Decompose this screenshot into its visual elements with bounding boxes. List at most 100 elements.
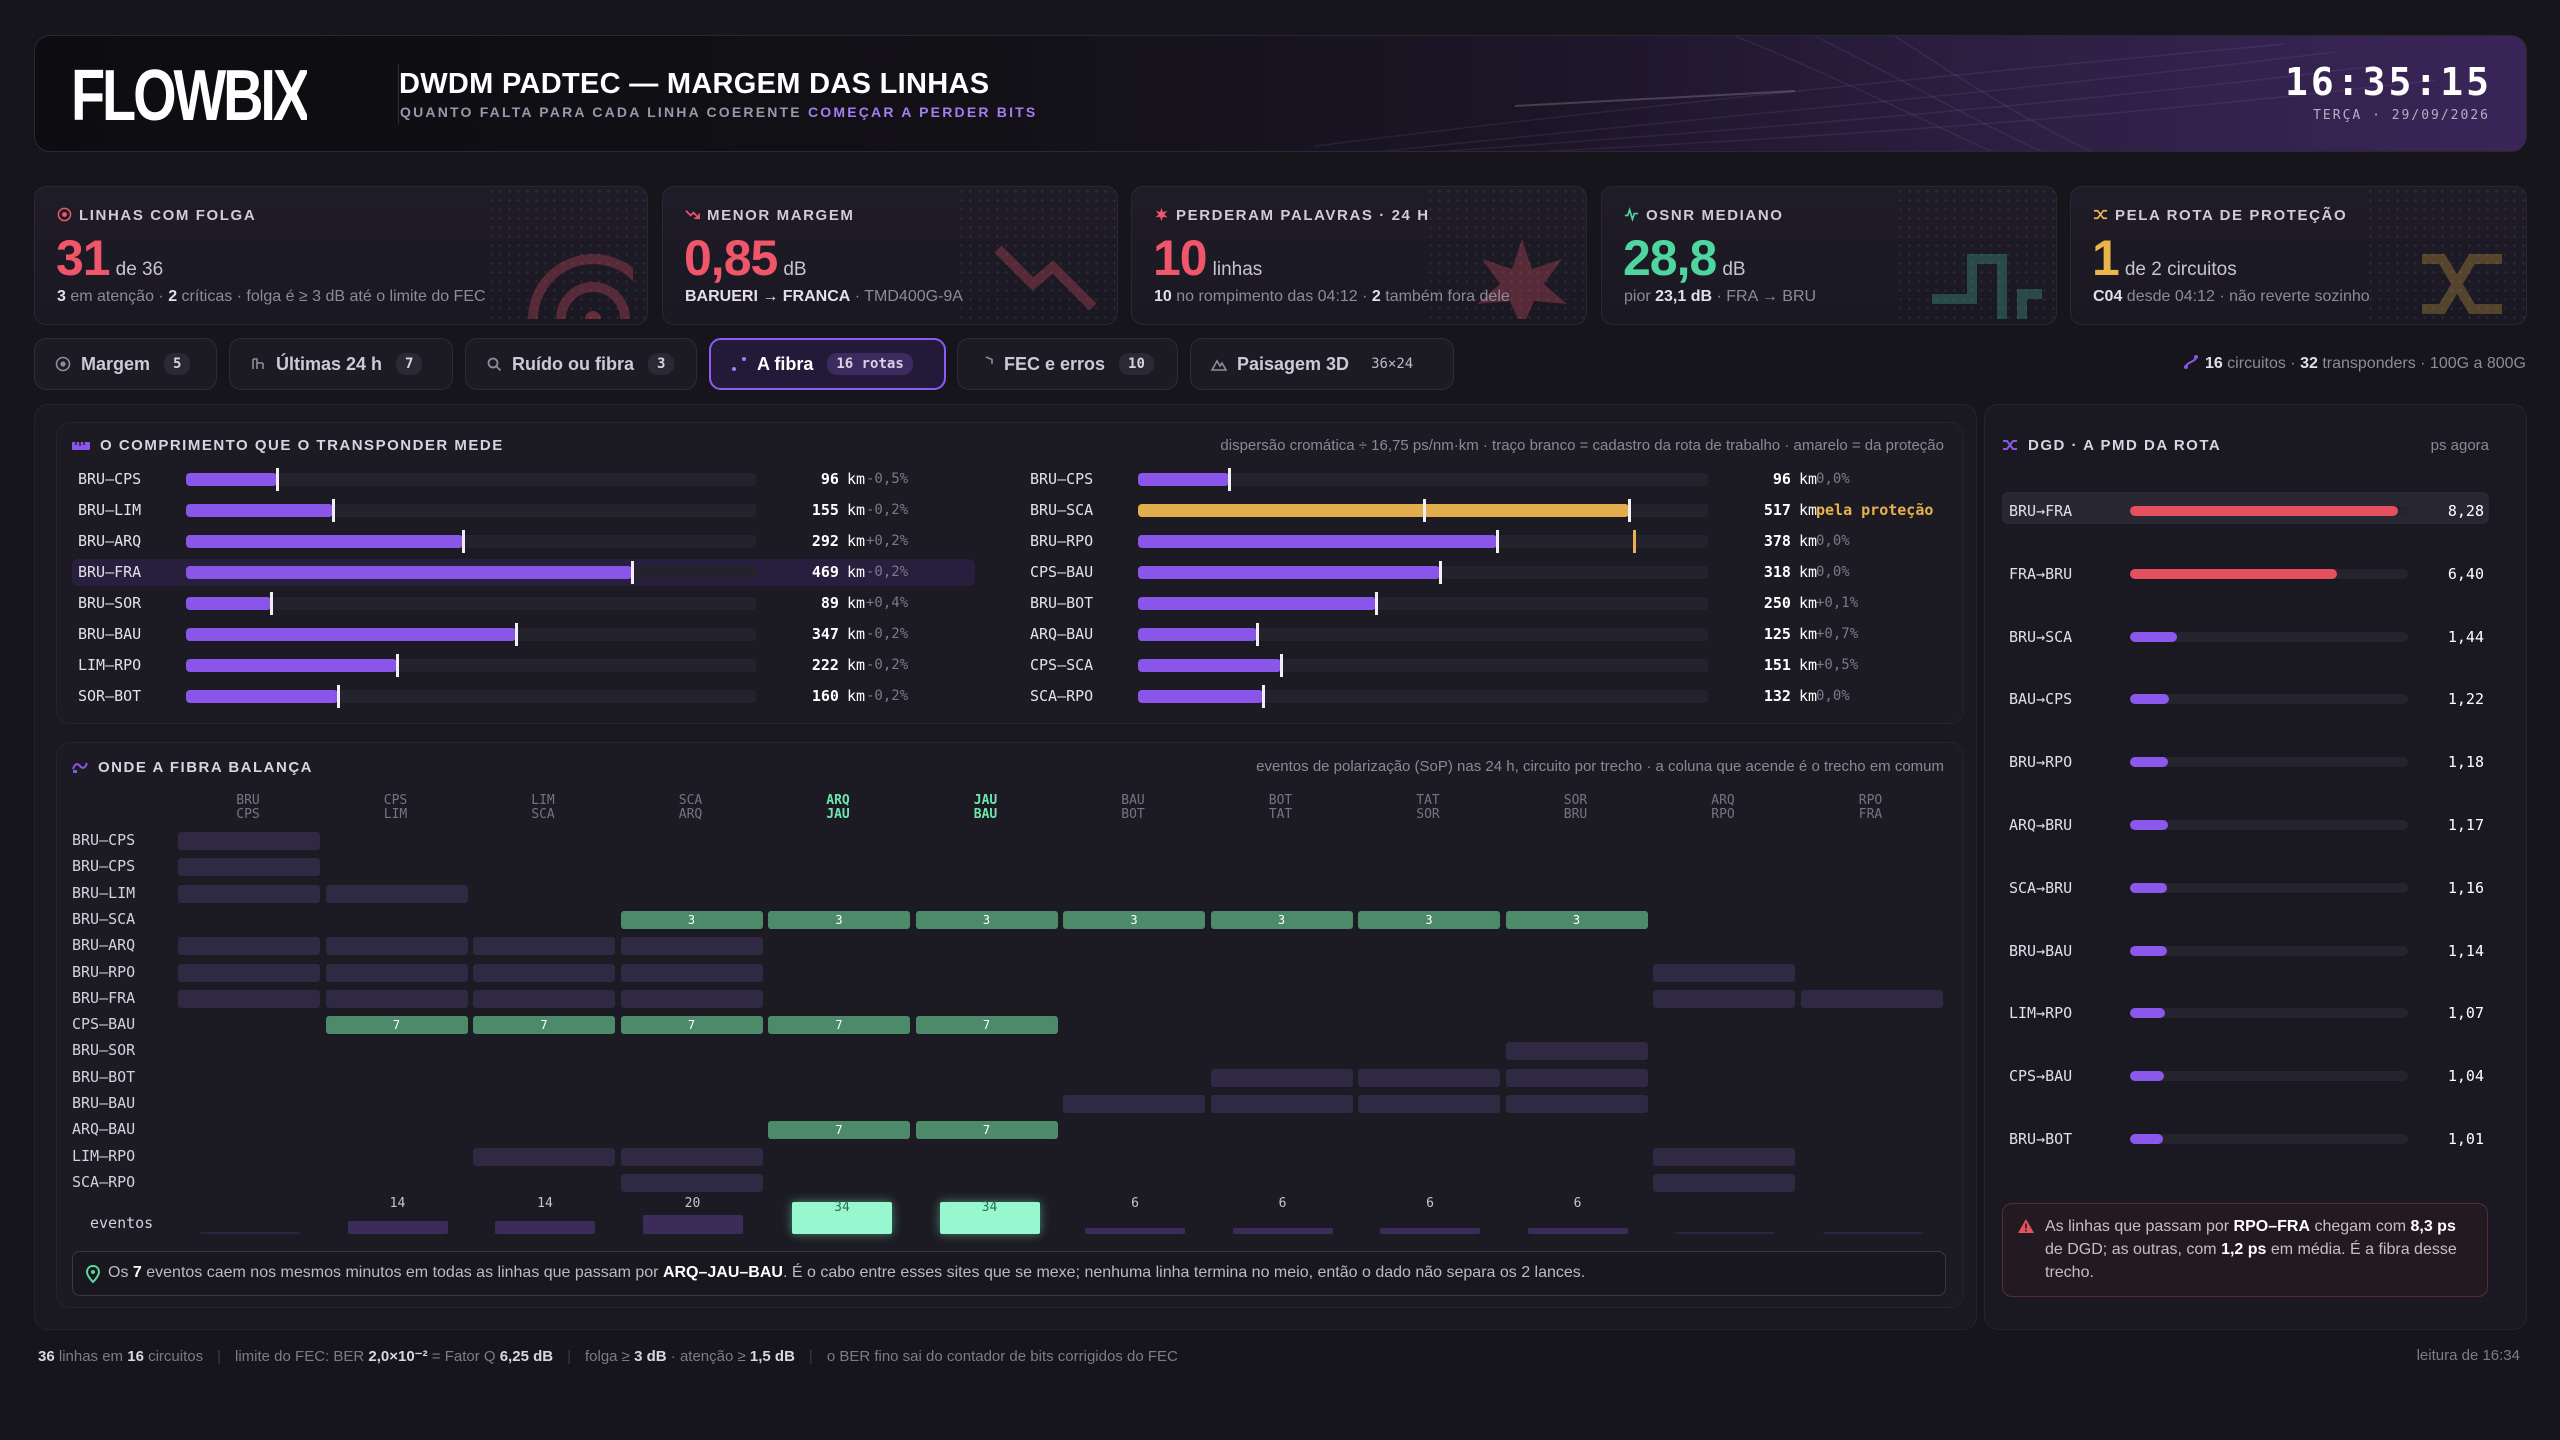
sop-cell[interactable]: [620, 1147, 763, 1166]
sop-column-header: SOR BRU: [1506, 794, 1646, 822]
km-unit: km: [1798, 625, 1817, 643]
kpi-lost-words[interactable]: PERDERAM PALAVRAS · 24 H 10 linhas 10 no ro…: [1131, 186, 1587, 325]
column-site: TAT: [1416, 793, 1440, 808]
sop-cell-event[interactable]: 7: [768, 1016, 910, 1035]
tab-label: FEC e erros: [1004, 353, 1106, 374]
route-record-marker: [269, 592, 273, 615]
text-run: chegam com: [2310, 1218, 2411, 1235]
sop-cell-event[interactable]: 7: [325, 1016, 468, 1035]
sop-cell[interactable]: [325, 989, 468, 1008]
km-unit: km: [1798, 532, 1817, 550]
sop-cell[interactable]: [1358, 1068, 1500, 1087]
sop-cell[interactable]: [1210, 1095, 1353, 1113]
event-count: 20: [684, 1196, 701, 1211]
sop-cell[interactable]: [473, 963, 615, 982]
sop-cell[interactable]: [1505, 1068, 1648, 1087]
km-value: 517: [1763, 501, 1791, 519]
text-run: 1,2 ps: [2221, 1241, 2267, 1258]
text-run: BARUERI → FRANCA: [685, 288, 851, 305]
sop-cell[interactable]: [1210, 1068, 1353, 1087]
text-run: · TMD400G-9A: [850, 288, 963, 305]
sop-cell-event[interactable]: 7: [915, 1016, 1058, 1035]
route-record-marker: [1439, 561, 1443, 584]
sop-cell[interactable]: [178, 884, 320, 903]
sop-cell[interactable]: [1063, 1095, 1205, 1113]
event-bar: [200, 1232, 300, 1234]
sop-cell-event[interactable]: 7: [915, 1121, 1058, 1140]
sop-cell-event[interactable]: 3: [1358, 910, 1500, 929]
sop-cell[interactable]: [325, 884, 468, 903]
sop-cell[interactable]: [473, 989, 615, 1008]
kpi-title: OSNR MEDIANO: [1624, 207, 1784, 224]
sop-cell-event[interactable]: 3: [915, 910, 1058, 929]
tab-margem[interactable]: Margem 5: [34, 338, 217, 390]
sop-cell-event[interactable]: 3: [620, 910, 763, 929]
sop-cell[interactable]: [1800, 989, 1943, 1008]
sop-cell[interactable]: [1653, 1173, 1795, 1192]
sop-column-header: RPO FRA: [1801, 794, 1941, 822]
tab-a-fibra[interactable]: A fibra 16 rotas: [709, 338, 946, 390]
dgd-bar: [2130, 506, 2398, 516]
sop-cell[interactable]: [473, 1147, 615, 1166]
sop-cell[interactable]: [178, 937, 320, 956]
sop-cell[interactable]: [473, 937, 615, 956]
dot-pattern: [1426, 187, 1586, 324]
footer-part: folga ≥ 3 dB · atenção ≥ 1,5 dB: [585, 1348, 795, 1365]
kpi-osnr-median[interactable]: OSNR MEDIANO 28,8 dB pior 23,1 dB · FRA → B…: [1601, 186, 2057, 325]
sop-cell[interactable]: [620, 937, 763, 956]
km-unit: km: [1798, 501, 1817, 519]
text-run: 36: [38, 1348, 55, 1365]
column-site: RPO: [1711, 807, 1735, 822]
kpi-description: C04 desde 04:12 · não reverte sozinho: [2093, 288, 2370, 306]
tab-ru-do-ou-fibra[interactable]: Ruído ou fibra 3: [465, 338, 697, 390]
km-value: 292: [811, 532, 839, 550]
kpi-lines-with-margin[interactable]: LINHAS COM FOLGA 31 de 36 3 em atenção · 2 …: [34, 186, 648, 325]
kpi-title: PERDERAM PALAVRAS · 24 H: [1154, 207, 1430, 224]
kpi-protection-route[interactable]: PELA ROTA DE PROTEÇÃO 1 de 2 circuitos C04 …: [2070, 186, 2527, 325]
dgd-bar-track: [2130, 568, 2408, 579]
sop-cell[interactable]: [1653, 963, 1795, 982]
footer-part: 36 linhas em 16 circuitos: [38, 1348, 203, 1365]
tab--ltimas-24-h[interactable]: Últimas 24 h 7: [229, 338, 453, 390]
tab-fec-e-erros[interactable]: FEC e erros 10: [957, 338, 1178, 390]
sop-cell[interactable]: [178, 858, 320, 877]
sop-cell[interactable]: [325, 937, 468, 956]
sop-cell[interactable]: [1505, 1095, 1648, 1113]
sop-cell[interactable]: [1505, 1042, 1648, 1061]
km-value: 125: [1763, 625, 1791, 643]
column-site: CPS: [236, 807, 260, 822]
sop-cell-event[interactable]: 3: [1505, 910, 1648, 929]
sop-cell-event[interactable]: 3: [1210, 910, 1353, 929]
footer-info: 36 linhas em 16 circuitos | limite do FEC:…: [38, 1347, 1178, 1365]
footer-part: limite do FEC: BER 2,0×10⁻² = Fator Q 6,…: [235, 1348, 553, 1365]
dgd-value: 6,40: [2447, 564, 2484, 583]
sop-cell-event[interactable]: 7: [620, 1016, 763, 1035]
sop-cell[interactable]: [178, 832, 320, 850]
sop-cell-event[interactable]: 3: [1063, 910, 1205, 929]
event-bar: [792, 1202, 892, 1234]
kpi-title-text: PELA ROTA DE PROTEÇÃO: [2115, 207, 2348, 224]
dgd-value: 1,44: [2447, 627, 2484, 646]
sop-cell[interactable]: [178, 963, 320, 982]
route-record-marker: [1374, 592, 1378, 615]
kpi-title: PELA ROTA DE PROTEÇÃO: [2093, 207, 2347, 224]
kpi-lowest-margin[interactable]: MENOR MARGEM 0,85 dB BARUERI → FRANCA · TMD…: [662, 186, 1118, 325]
sop-cell[interactable]: [1358, 1095, 1500, 1113]
dgd-bar-track: [2130, 631, 2408, 642]
sop-cell[interactable]: [620, 963, 763, 982]
column-site: CPS: [383, 793, 408, 808]
sop-cell[interactable]: [620, 989, 763, 1008]
sop-cell[interactable]: [1653, 989, 1795, 1008]
link-label: BRU–RPO: [1030, 532, 1094, 550]
sop-cell[interactable]: [178, 989, 320, 1008]
sop-column-header: TAT SOR: [1358, 794, 1498, 822]
sop-cell-event[interactable]: 7: [473, 1016, 615, 1035]
sop-cell[interactable]: [620, 1173, 763, 1192]
sop-cell-event[interactable]: 7: [768, 1121, 910, 1140]
sop-cell[interactable]: [1653, 1147, 1795, 1166]
tab-paisagem-3d[interactable]: Paisagem 3D 36×24: [1190, 338, 1454, 390]
tab-count-badge: 10: [1119, 353, 1154, 375]
sop-cell[interactable]: [325, 963, 468, 982]
length-bar-track: [186, 623, 756, 646]
sop-cell-event[interactable]: 3: [768, 910, 910, 929]
